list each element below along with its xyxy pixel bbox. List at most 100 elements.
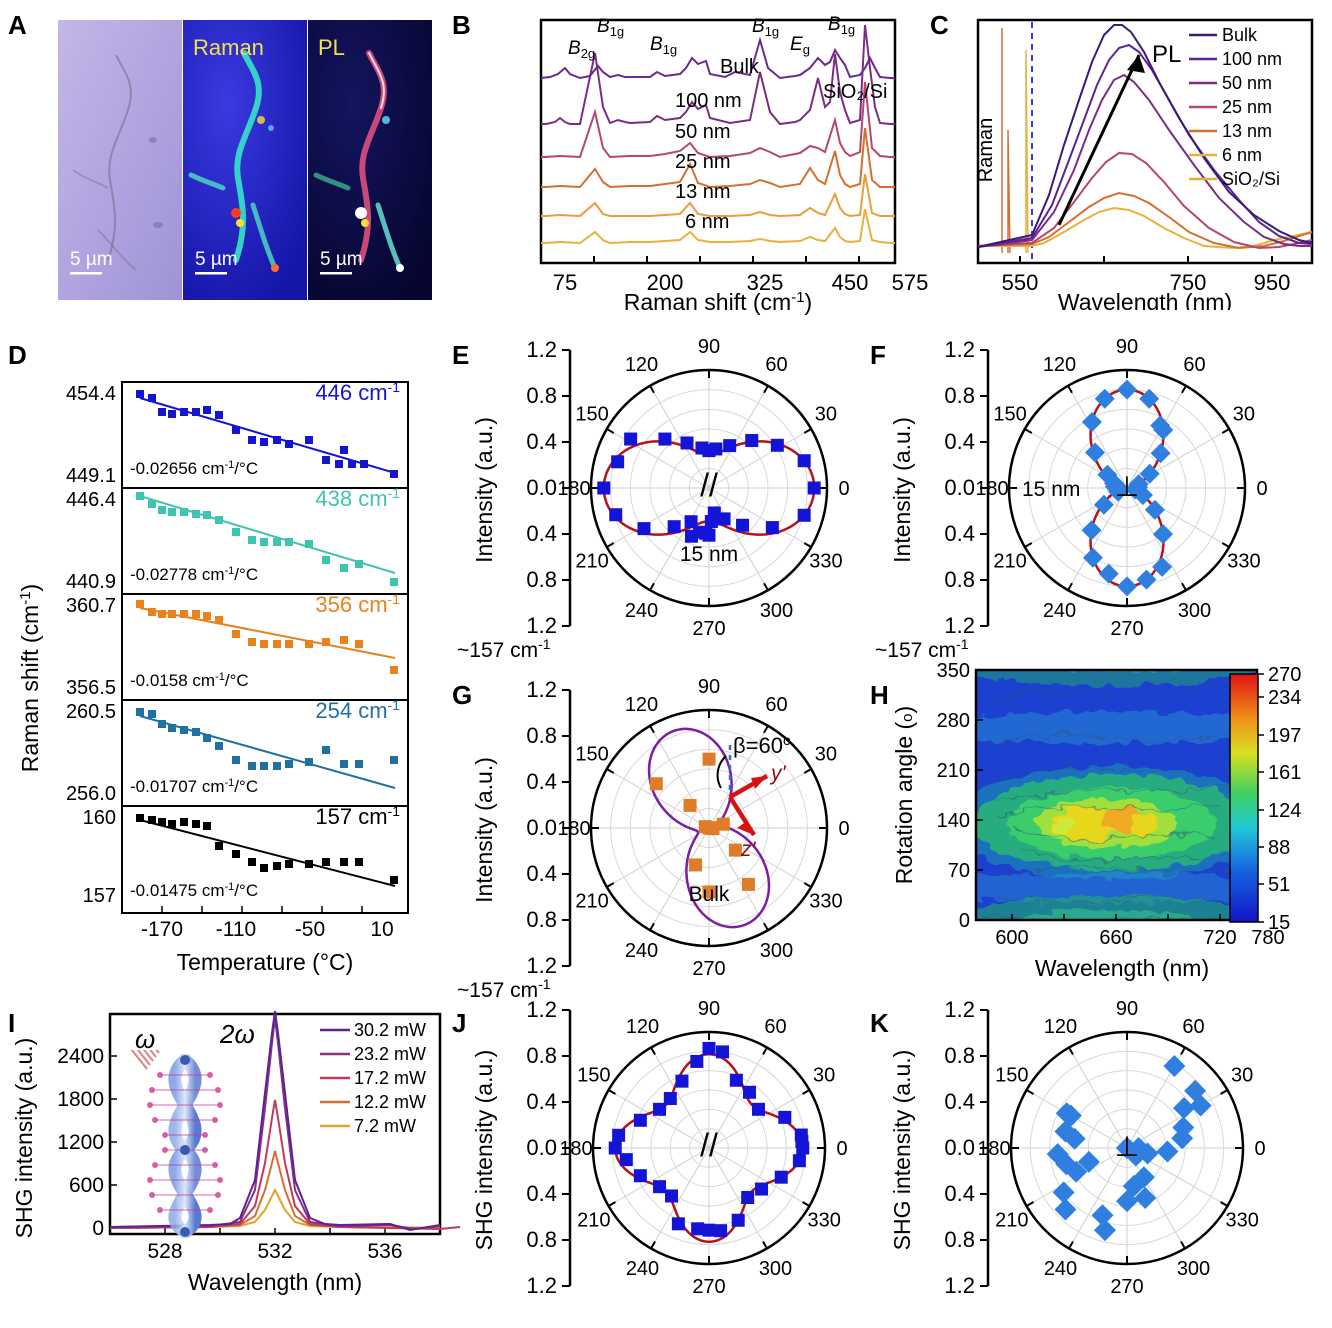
svg-text:Eg: Eg	[790, 34, 810, 57]
svg-text:30: 30	[813, 1065, 835, 1087]
svg-text:0: 0	[1254, 1138, 1265, 1160]
svg-text:0.8: 0.8	[944, 1227, 975, 1252]
svg-text://: //	[700, 467, 718, 503]
svg-text:157 cm-1: 157 cm-1	[315, 803, 400, 829]
svg-text:-0.01707 cm-1/°C: -0.01707 cm-1/°C	[130, 777, 258, 796]
svg-text://: //	[700, 1127, 718, 1163]
svg-text:0.0: 0.0	[526, 475, 557, 500]
svg-text:13 nm: 13 nm	[675, 181, 731, 203]
svg-text:124: 124	[1268, 800, 1301, 822]
svg-text:0.8: 0.8	[944, 383, 975, 408]
svg-text:450: 450	[832, 270, 869, 295]
svg-text:1.2: 1.2	[526, 998, 557, 1022]
svg-text:1.2: 1.2	[526, 337, 557, 362]
svg-text:140: 140	[937, 810, 970, 832]
svg-text:Raman: Raman	[975, 118, 997, 182]
svg-text:0.4: 0.4	[526, 1181, 557, 1206]
svg-text:13 nm: 13 nm	[1222, 121, 1272, 141]
svg-text:120: 120	[626, 1016, 659, 1038]
svg-text:60: 60	[765, 354, 787, 376]
svg-text:1.2: 1.2	[944, 998, 975, 1022]
svg-text:197: 197	[1268, 725, 1301, 747]
svg-text:-110: -110	[216, 918, 256, 941]
svg-text:240: 240	[625, 600, 658, 622]
svg-text:51: 51	[1268, 874, 1290, 896]
svg-text:SiO₂/Si: SiO₂/Si	[1222, 169, 1280, 189]
svg-text:438 cm-1: 438 cm-1	[315, 485, 400, 511]
svg-text:0: 0	[1256, 478, 1267, 500]
svg-text:SHG intensity (a.u.): SHG intensity (a.u.)	[471, 1050, 497, 1251]
svg-text:SHG intensity (a.u.): SHG intensity (a.u.)	[11, 1038, 37, 1239]
svg-text:300: 300	[1177, 1258, 1210, 1280]
svg-text:z': z'	[740, 838, 757, 861]
svg-text:0.0: 0.0	[526, 1135, 557, 1160]
svg-text:1200: 1200	[57, 1131, 104, 1154]
svg-text:120: 120	[1043, 354, 1076, 376]
svg-text:0.0: 0.0	[944, 1135, 975, 1160]
svg-text:270: 270	[1110, 1276, 1143, 1298]
svg-text:0.4: 0.4	[944, 1181, 975, 1206]
svg-text:360.7: 360.7	[66, 595, 116, 617]
svg-text:160: 160	[83, 807, 116, 829]
svg-text:300: 300	[759, 1258, 792, 1280]
svg-text:30: 30	[1231, 1065, 1253, 1087]
svg-text:0.4: 0.4	[526, 1089, 557, 1114]
svg-text:550: 550	[1002, 270, 1039, 295]
svg-text:600: 600	[995, 927, 1028, 949]
svg-text:30: 30	[815, 404, 837, 426]
svg-text:⊥: ⊥	[1115, 1131, 1139, 1162]
svg-text:210: 210	[937, 760, 970, 782]
svg-text:Intensity (a.u.): Intensity (a.u.)	[471, 757, 497, 903]
svg-text:1800: 1800	[57, 1088, 104, 1111]
svg-text:0.8: 0.8	[526, 567, 557, 592]
svg-text:356 cm-1: 356 cm-1	[315, 591, 400, 617]
svg-text:25 nm: 25 nm	[675, 151, 731, 173]
svg-text:575: 575	[892, 270, 929, 295]
svg-text:-0.0158 cm-1/°C: -0.0158 cm-1/°C	[130, 671, 249, 690]
svg-text:-0.01475 cm-1/°C: -0.01475 cm-1/°C	[130, 881, 258, 900]
svg-text:0: 0	[838, 478, 849, 500]
svg-text:0.0: 0.0	[526, 815, 557, 840]
svg-text:240: 240	[1044, 1258, 1077, 1280]
svg-text:SiO₂/Si: SiO₂/Si	[823, 81, 887, 103]
svg-text:0.4: 0.4	[526, 861, 557, 886]
svg-text:50 nm: 50 nm	[1222, 73, 1272, 93]
svg-text:532: 532	[257, 1240, 292, 1263]
svg-text:234: 234	[1268, 687, 1301, 709]
svg-text:0: 0	[959, 910, 970, 932]
svg-text:280: 280	[937, 710, 970, 732]
svg-text:950: 950	[1254, 270, 1291, 295]
svg-text:1.2: 1.2	[944, 337, 975, 362]
svg-text:Wavelength (nm): Wavelength (nm)	[1035, 955, 1209, 981]
svg-text:0: 0	[92, 1217, 104, 1240]
svg-text:90: 90	[1116, 998, 1138, 1020]
svg-text:0.8: 0.8	[944, 567, 975, 592]
svg-text:88: 88	[1268, 837, 1290, 859]
svg-text:60: 60	[1183, 354, 1205, 376]
svg-text:254 cm-1: 254 cm-1	[315, 697, 400, 723]
svg-text:30.2 mW: 30.2 mW	[354, 1020, 426, 1040]
svg-text:Wavelength (nm): Wavelength (nm)	[1058, 289, 1232, 310]
svg-text:-0.02656 cm-1/°C: -0.02656 cm-1/°C	[130, 459, 258, 478]
svg-text:449.1: 449.1	[66, 465, 116, 487]
svg-text:Intensity (a.u.): Intensity (a.u.)	[471, 417, 497, 563]
svg-text:2ω: 2ω	[219, 1019, 255, 1049]
svg-text:270: 270	[692, 618, 725, 640]
svg-text:Raman shift (cm-1): Raman shift (cm-1)	[17, 584, 43, 772]
svg-text:5 µm: 5 µm	[70, 249, 113, 270]
svg-text:0.4: 0.4	[944, 521, 975, 546]
svg-text:1.2: 1.2	[526, 1273, 557, 1298]
svg-text:15: 15	[1268, 912, 1290, 934]
svg-text:270: 270	[1110, 618, 1143, 640]
svg-text:100 nm: 100 nm	[675, 90, 742, 112]
svg-text:0.8: 0.8	[526, 1227, 557, 1252]
svg-text:161: 161	[1268, 762, 1301, 784]
svg-text:25 nm: 25 nm	[1222, 97, 1272, 117]
svg-text:60: 60	[764, 1016, 786, 1038]
svg-text:PL: PL	[1152, 41, 1181, 68]
svg-text:6 nm: 6 nm	[1222, 145, 1262, 165]
svg-text:90: 90	[698, 336, 720, 358]
svg-text:-50: -50	[295, 918, 325, 941]
svg-text:7.2 mW: 7.2 mW	[354, 1116, 416, 1136]
svg-text:Raman shift (cm-1): Raman shift (cm-1)	[624, 289, 812, 315]
